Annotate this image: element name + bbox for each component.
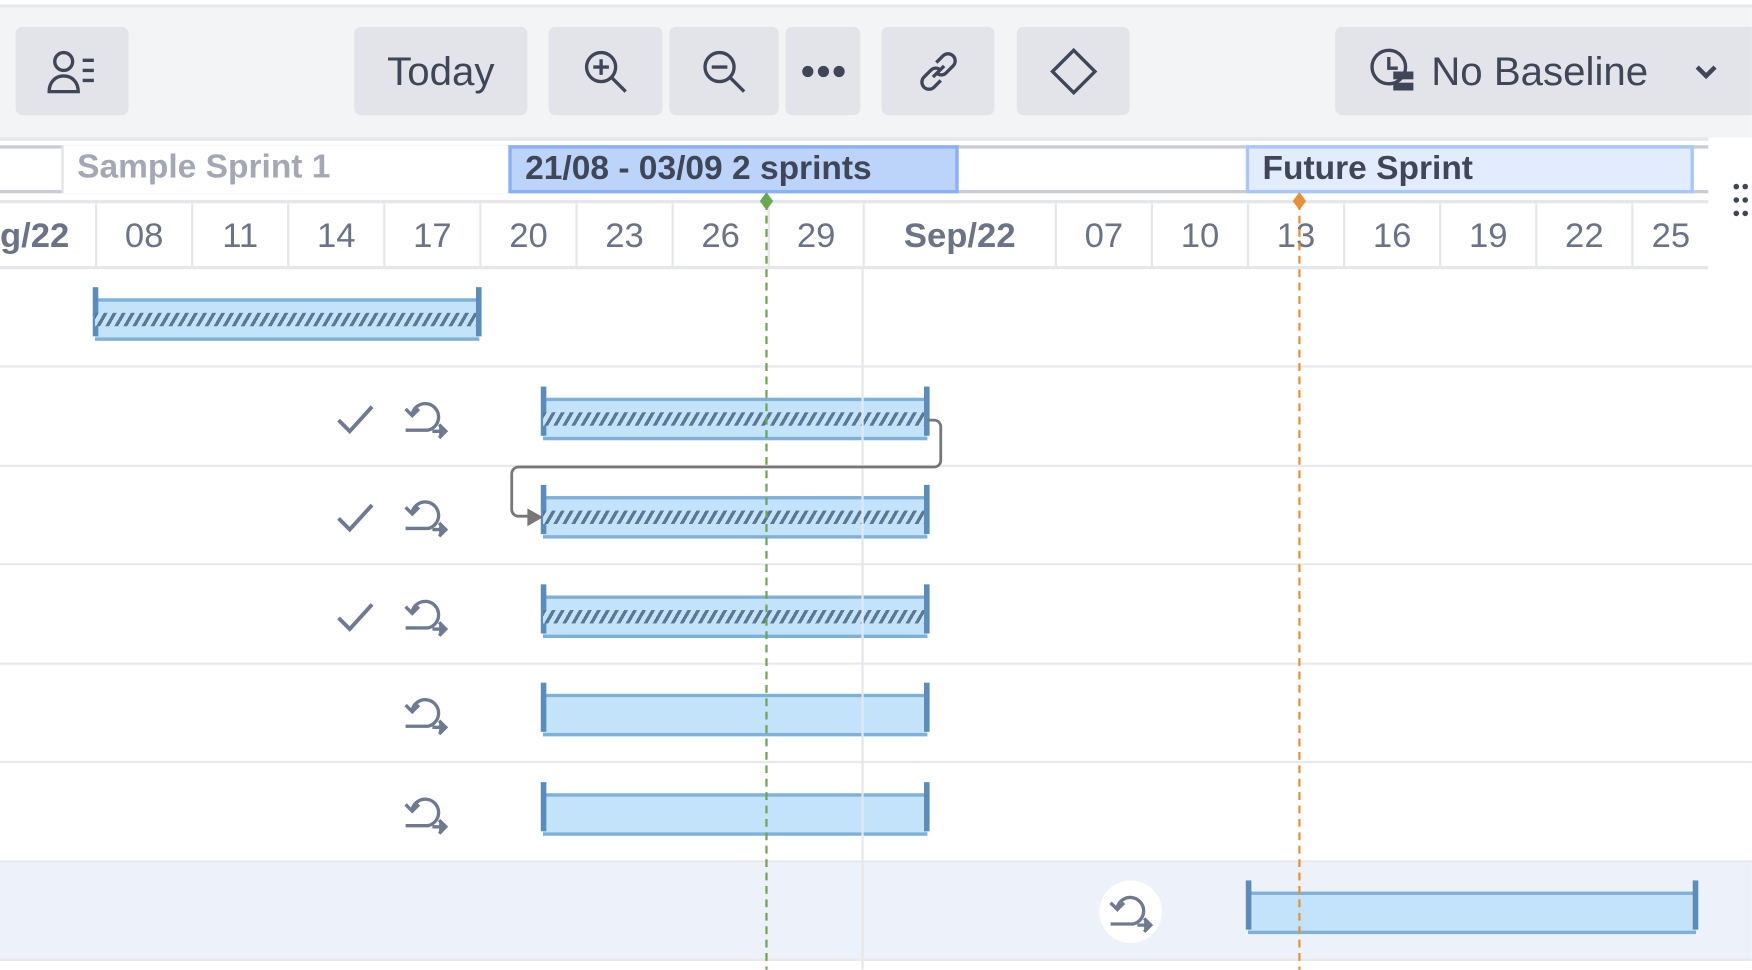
column-settings[interactable] (1708, 137, 1752, 270)
date-label: 16 (1342, 203, 1439, 266)
more-horizontal-icon (801, 65, 845, 77)
date-label: 17 (383, 203, 479, 266)
date-label: g/22 (0, 203, 95, 266)
task-bar[interactable] (541, 682, 931, 737)
task-bar[interactable] (1245, 880, 1700, 935)
recurring-task-icon[interactable] (401, 689, 450, 738)
task-row[interactable] (0, 368, 1752, 467)
task-row[interactable] (0, 764, 1752, 862)
zoom-out-icon (703, 50, 746, 93)
link-icon (919, 51, 957, 91)
sprint-row: Sample Sprint 1 21/08 - 03/09 2 sprints … (0, 145, 1709, 194)
baseline-dropdown[interactable]: No Baseline (1335, 26, 1752, 116)
task-bar[interactable] (92, 287, 482, 341)
more-button[interactable] (785, 26, 861, 116)
sprint-future-sprint[interactable]: Future Sprint (1245, 145, 1694, 194)
diamond-icon (1049, 47, 1097, 95)
date-label: 25 (1631, 203, 1708, 266)
task-bar[interactable] (541, 583, 931, 638)
resource-view-button[interactable] (15, 26, 129, 116)
task-row[interactable] (0, 862, 1752, 961)
recurring-task-icon[interactable] (401, 788, 450, 837)
chevron-down-icon (1695, 64, 1717, 79)
user-list-icon (46, 50, 94, 93)
task-row[interactable] (0, 467, 1752, 566)
date-label: 29 (767, 203, 863, 266)
progress-hatch (543, 510, 928, 525)
progress-hatch (543, 411, 928, 426)
baseline-clock-icon (1370, 48, 1414, 90)
task-bar[interactable] (541, 781, 931, 836)
recurring-task-icon[interactable] (401, 590, 450, 639)
task-row[interactable] (0, 665, 1752, 764)
completed-check-icon[interactable] (335, 498, 375, 538)
recurring-task-icon[interactable] (401, 393, 450, 442)
date-label: 23 (575, 203, 671, 266)
date-label: 20 (479, 203, 575, 266)
date-label: 07 (1054, 203, 1151, 266)
date-label: 08 (94, 203, 191, 266)
date-label: 22 (1535, 203, 1631, 266)
date-header: g/22 08 11 14 17 20 23 26 29 Sep/22 07 10 13 16 19 22 25 (0, 199, 1709, 270)
date-label: 19 (1439, 203, 1535, 266)
milestone-button[interactable] (1016, 26, 1130, 116)
sprint-sample-sprint-1[interactable]: Sample Sprint 1 (61, 145, 509, 194)
completed-check-icon[interactable] (335, 597, 375, 637)
task-bar[interactable] (541, 484, 931, 539)
zoom-in-icon (584, 50, 627, 93)
link-button[interactable] (881, 26, 995, 116)
progress-hatch (94, 312, 480, 327)
today-label: Today (387, 47, 495, 94)
sprint-group-2-sprints[interactable]: 21/08 - 03/09 2 sprints (508, 145, 959, 194)
task-row[interactable] (0, 269, 1752, 368)
task-rows (0, 269, 1752, 970)
baseline-label: No Baseline (1431, 47, 1649, 94)
recurring-task-icon[interactable] (1099, 880, 1162, 944)
completed-check-icon[interactable] (335, 399, 375, 439)
divider (0, 4, 1752, 8)
task-bar[interactable] (541, 386, 931, 440)
recurring-task-icon[interactable] (401, 492, 450, 541)
date-label: 14 (287, 203, 383, 266)
date-label: 13 (1246, 203, 1343, 266)
date-label: 26 (671, 203, 767, 266)
date-label: 10 (1150, 203, 1247, 266)
date-label: 11 (191, 203, 287, 266)
date-label: Sep/22 (862, 203, 1055, 266)
today-button[interactable]: Today (354, 26, 528, 116)
progress-hatch (543, 609, 928, 623)
task-row[interactable] (0, 566, 1752, 665)
drag-handle-icon[interactable] (1733, 182, 1749, 222)
zoom-in-button[interactable] (548, 26, 663, 116)
toolbar: Today No Baseline (0, 7, 1752, 141)
zoom-out-button[interactable] (669, 26, 779, 116)
